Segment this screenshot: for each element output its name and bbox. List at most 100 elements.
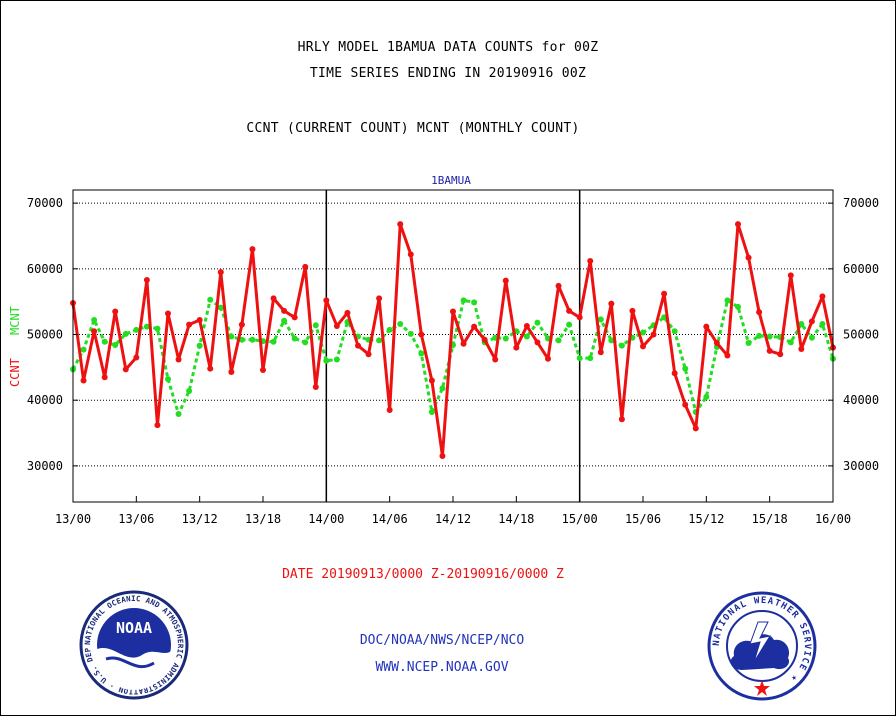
data-point-mcnt <box>143 323 150 330</box>
data-point-ccnt <box>576 314 583 321</box>
chart-subtitle: TIME SERIES ENDING IN 20190916 00Z <box>309 66 587 81</box>
data-point-ccnt <box>661 290 668 297</box>
data-point-mcnt <box>386 326 393 333</box>
y-axis: 30000 30000 40000 40000 50000 50000 60000 60000… <box>27 196 879 473</box>
data-point-mcnt <box>323 357 330 364</box>
data-point-ccnt <box>355 342 361 349</box>
data-point-mcnt <box>439 385 446 392</box>
noaa-logo-icon: NATIONAL OCEANIC AND ATMOSPHERIC ADMINIS… <box>79 590 189 700</box>
data-point-mcnt <box>640 329 646 336</box>
data-point-mcnt <box>101 338 108 345</box>
nws-logo-icon: NATIONAL WEATHER SERVICE ★ <box>707 591 817 701</box>
data-point-ccnt <box>745 254 752 261</box>
data-point-ccnt <box>671 370 678 377</box>
data-point-mcnt <box>703 393 710 400</box>
data-point-ccnt <box>428 377 435 384</box>
data-point-mcnt <box>238 336 245 343</box>
data-point-ccnt <box>724 352 731 359</box>
data-point-ccnt <box>703 323 710 330</box>
day-separators <box>325 190 581 502</box>
data-point-ccnt <box>312 384 319 391</box>
y-tick-label-right: 70000 <box>843 196 879 210</box>
data-point-ccnt <box>186 321 193 328</box>
data-point-ccnt <box>756 309 763 316</box>
data-point-ccnt <box>587 257 594 264</box>
data-point-mcnt <box>186 387 193 394</box>
data-point-mcnt <box>302 339 309 346</box>
data-point-mcnt <box>291 335 298 342</box>
y-tick-label-left: 60000 <box>27 262 63 276</box>
data-point-mcnt <box>165 376 171 383</box>
data-point-ccnt <box>787 272 794 279</box>
data-point-ccnt <box>808 318 815 325</box>
data-point-ccnt <box>143 276 150 283</box>
data-point-ccnt <box>397 221 404 228</box>
x-tick-label: 13/12 <box>182 512 218 526</box>
data-point-mcnt <box>523 333 530 340</box>
y-tick-label-right: 40000 <box>843 393 879 407</box>
x-tick-label: 14/00 <box>308 512 344 526</box>
data-point-ccnt <box>566 307 573 314</box>
data-point-ccnt <box>640 343 646 350</box>
data-point-ccnt <box>91 328 98 335</box>
data-point-ccnt <box>819 293 826 300</box>
y-tick-label-left: 70000 <box>27 196 63 210</box>
data-point-ccnt <box>238 321 245 328</box>
x-axis: 13/00 13/06 13/12 13/18 14/00 14/06 14/12 14/18… <box>55 496 851 526</box>
panel-label: 1BAMUA <box>431 174 471 187</box>
x-tick-label: 14/06 <box>372 512 408 526</box>
data-point-mcnt <box>502 335 509 342</box>
data-point-mcnt <box>471 299 478 306</box>
data-point-ccnt <box>523 322 530 329</box>
data-point-ccnt <box>133 354 140 361</box>
data-point-mcnt <box>766 333 773 340</box>
data-point-ccnt <box>597 349 604 356</box>
data-point-mcnt <box>618 342 625 349</box>
x-tick-label: 13/18 <box>245 512 281 526</box>
x-tick-label: 14/12 <box>435 512 471 526</box>
data-point-ccnt <box>207 365 214 372</box>
y-tick-label-left: 30000 <box>27 459 63 473</box>
data-point-ccnt <box>545 355 551 362</box>
data-point-ccnt <box>344 309 351 316</box>
data-point-ccnt <box>555 282 562 289</box>
data-point-ccnt <box>502 277 509 284</box>
data-point-ccnt <box>513 344 520 351</box>
series-ccnt <box>70 221 836 460</box>
data-point-mcnt <box>460 297 467 304</box>
data-point-ccnt <box>766 347 773 354</box>
data-point-mcnt <box>312 322 319 329</box>
data-point-mcnt <box>428 409 435 416</box>
x-tick-label: 13/00 <box>55 512 91 526</box>
noaa-logo-text: NOAA <box>116 619 152 637</box>
series-layer <box>70 221 836 460</box>
data-point-mcnt <box>122 330 129 337</box>
data-point-ccnt <box>618 416 625 423</box>
data-point-mcnt <box>376 337 383 344</box>
data-point-mcnt <box>671 328 678 335</box>
data-point-ccnt <box>165 310 171 317</box>
data-point-ccnt <box>122 366 129 373</box>
x-tick-label: 13/06 <box>118 512 154 526</box>
chart-legend-description: CCNT (CURRENT COUNT) MCNT (MONTHLY COUNT… <box>246 121 580 136</box>
y-axis-title: CCNT MCNT <box>8 306 22 387</box>
url-label: WWW.NCEP.NOAA.GOV <box>375 660 508 675</box>
data-point-ccnt <box>217 269 224 276</box>
data-point-mcnt <box>249 336 256 343</box>
data-point-ccnt <box>249 246 256 253</box>
data-point-mcnt <box>597 316 604 323</box>
data-point-mcnt <box>196 342 203 349</box>
data-point-ccnt <box>629 307 636 314</box>
data-point-mcnt <box>608 337 615 344</box>
data-point-ccnt <box>260 366 266 373</box>
x-tick-label: 15/12 <box>688 512 724 526</box>
data-point-mcnt <box>819 320 826 327</box>
data-point-ccnt <box>291 314 298 321</box>
data-point-ccnt <box>376 295 383 302</box>
data-point-ccnt <box>713 340 720 347</box>
data-point-mcnt <box>217 304 224 311</box>
data-point-mcnt <box>787 339 794 346</box>
data-point-mcnt <box>207 296 214 303</box>
y-axis-title-mcnt: MCNT <box>8 306 22 335</box>
data-point-ccnt <box>418 331 425 338</box>
